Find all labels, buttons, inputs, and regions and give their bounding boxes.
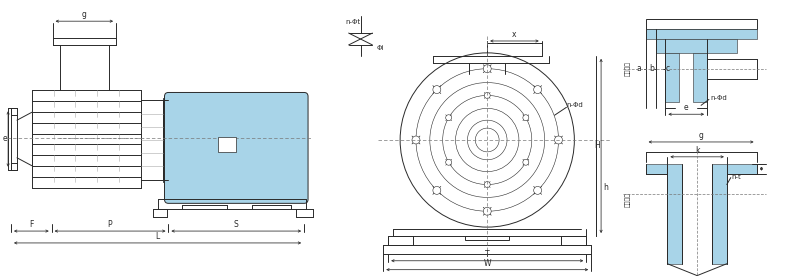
Text: n-Φt: n-Φt bbox=[345, 19, 360, 25]
Circle shape bbox=[433, 186, 441, 194]
Text: x: x bbox=[512, 30, 517, 39]
Polygon shape bbox=[712, 164, 727, 264]
Text: P: P bbox=[107, 220, 112, 229]
Polygon shape bbox=[656, 39, 737, 53]
Text: n-Φd: n-Φd bbox=[710, 95, 727, 101]
Circle shape bbox=[446, 115, 452, 121]
Circle shape bbox=[523, 159, 529, 165]
Polygon shape bbox=[668, 164, 683, 264]
Bar bbox=[465, 236, 509, 240]
Text: S: S bbox=[234, 220, 239, 229]
Text: Φi: Φi bbox=[376, 45, 384, 51]
Text: g: g bbox=[698, 131, 704, 140]
Text: h: h bbox=[603, 183, 608, 192]
Text: 进口尺寸: 进口尺寸 bbox=[625, 61, 630, 76]
Text: H: H bbox=[594, 142, 600, 150]
Circle shape bbox=[483, 65, 491, 73]
Polygon shape bbox=[693, 53, 707, 102]
Polygon shape bbox=[727, 164, 757, 174]
FancyBboxPatch shape bbox=[164, 93, 308, 203]
Bar bbox=[562, 236, 586, 245]
Circle shape bbox=[400, 53, 574, 227]
Text: 出口尺寸: 出口尺寸 bbox=[625, 192, 630, 207]
Text: a: a bbox=[637, 64, 641, 73]
Text: e: e bbox=[684, 103, 689, 112]
Text: n-Φd: n-Φd bbox=[566, 102, 583, 108]
Circle shape bbox=[523, 115, 529, 121]
Text: n-t: n-t bbox=[732, 174, 742, 179]
Text: e: e bbox=[2, 135, 7, 143]
Circle shape bbox=[433, 86, 441, 94]
Polygon shape bbox=[645, 164, 668, 174]
Bar bbox=[388, 236, 413, 245]
Text: T: T bbox=[485, 250, 490, 259]
Text: k: k bbox=[695, 146, 699, 155]
Bar bbox=[645, 19, 757, 29]
Polygon shape bbox=[645, 29, 757, 39]
Text: b: b bbox=[649, 64, 655, 73]
Circle shape bbox=[534, 86, 542, 94]
Text: L: L bbox=[156, 232, 160, 241]
Bar bbox=[163, 98, 168, 181]
Text: F: F bbox=[29, 220, 33, 229]
Circle shape bbox=[555, 136, 562, 144]
Circle shape bbox=[484, 181, 491, 188]
Circle shape bbox=[484, 93, 491, 98]
Text: g: g bbox=[82, 10, 87, 19]
Circle shape bbox=[534, 186, 542, 194]
Circle shape bbox=[412, 136, 420, 144]
Text: W: W bbox=[483, 259, 491, 268]
Circle shape bbox=[446, 159, 452, 165]
Text: c: c bbox=[665, 64, 669, 73]
Circle shape bbox=[483, 207, 491, 215]
Polygon shape bbox=[665, 53, 679, 102]
Bar bbox=[218, 137, 235, 152]
